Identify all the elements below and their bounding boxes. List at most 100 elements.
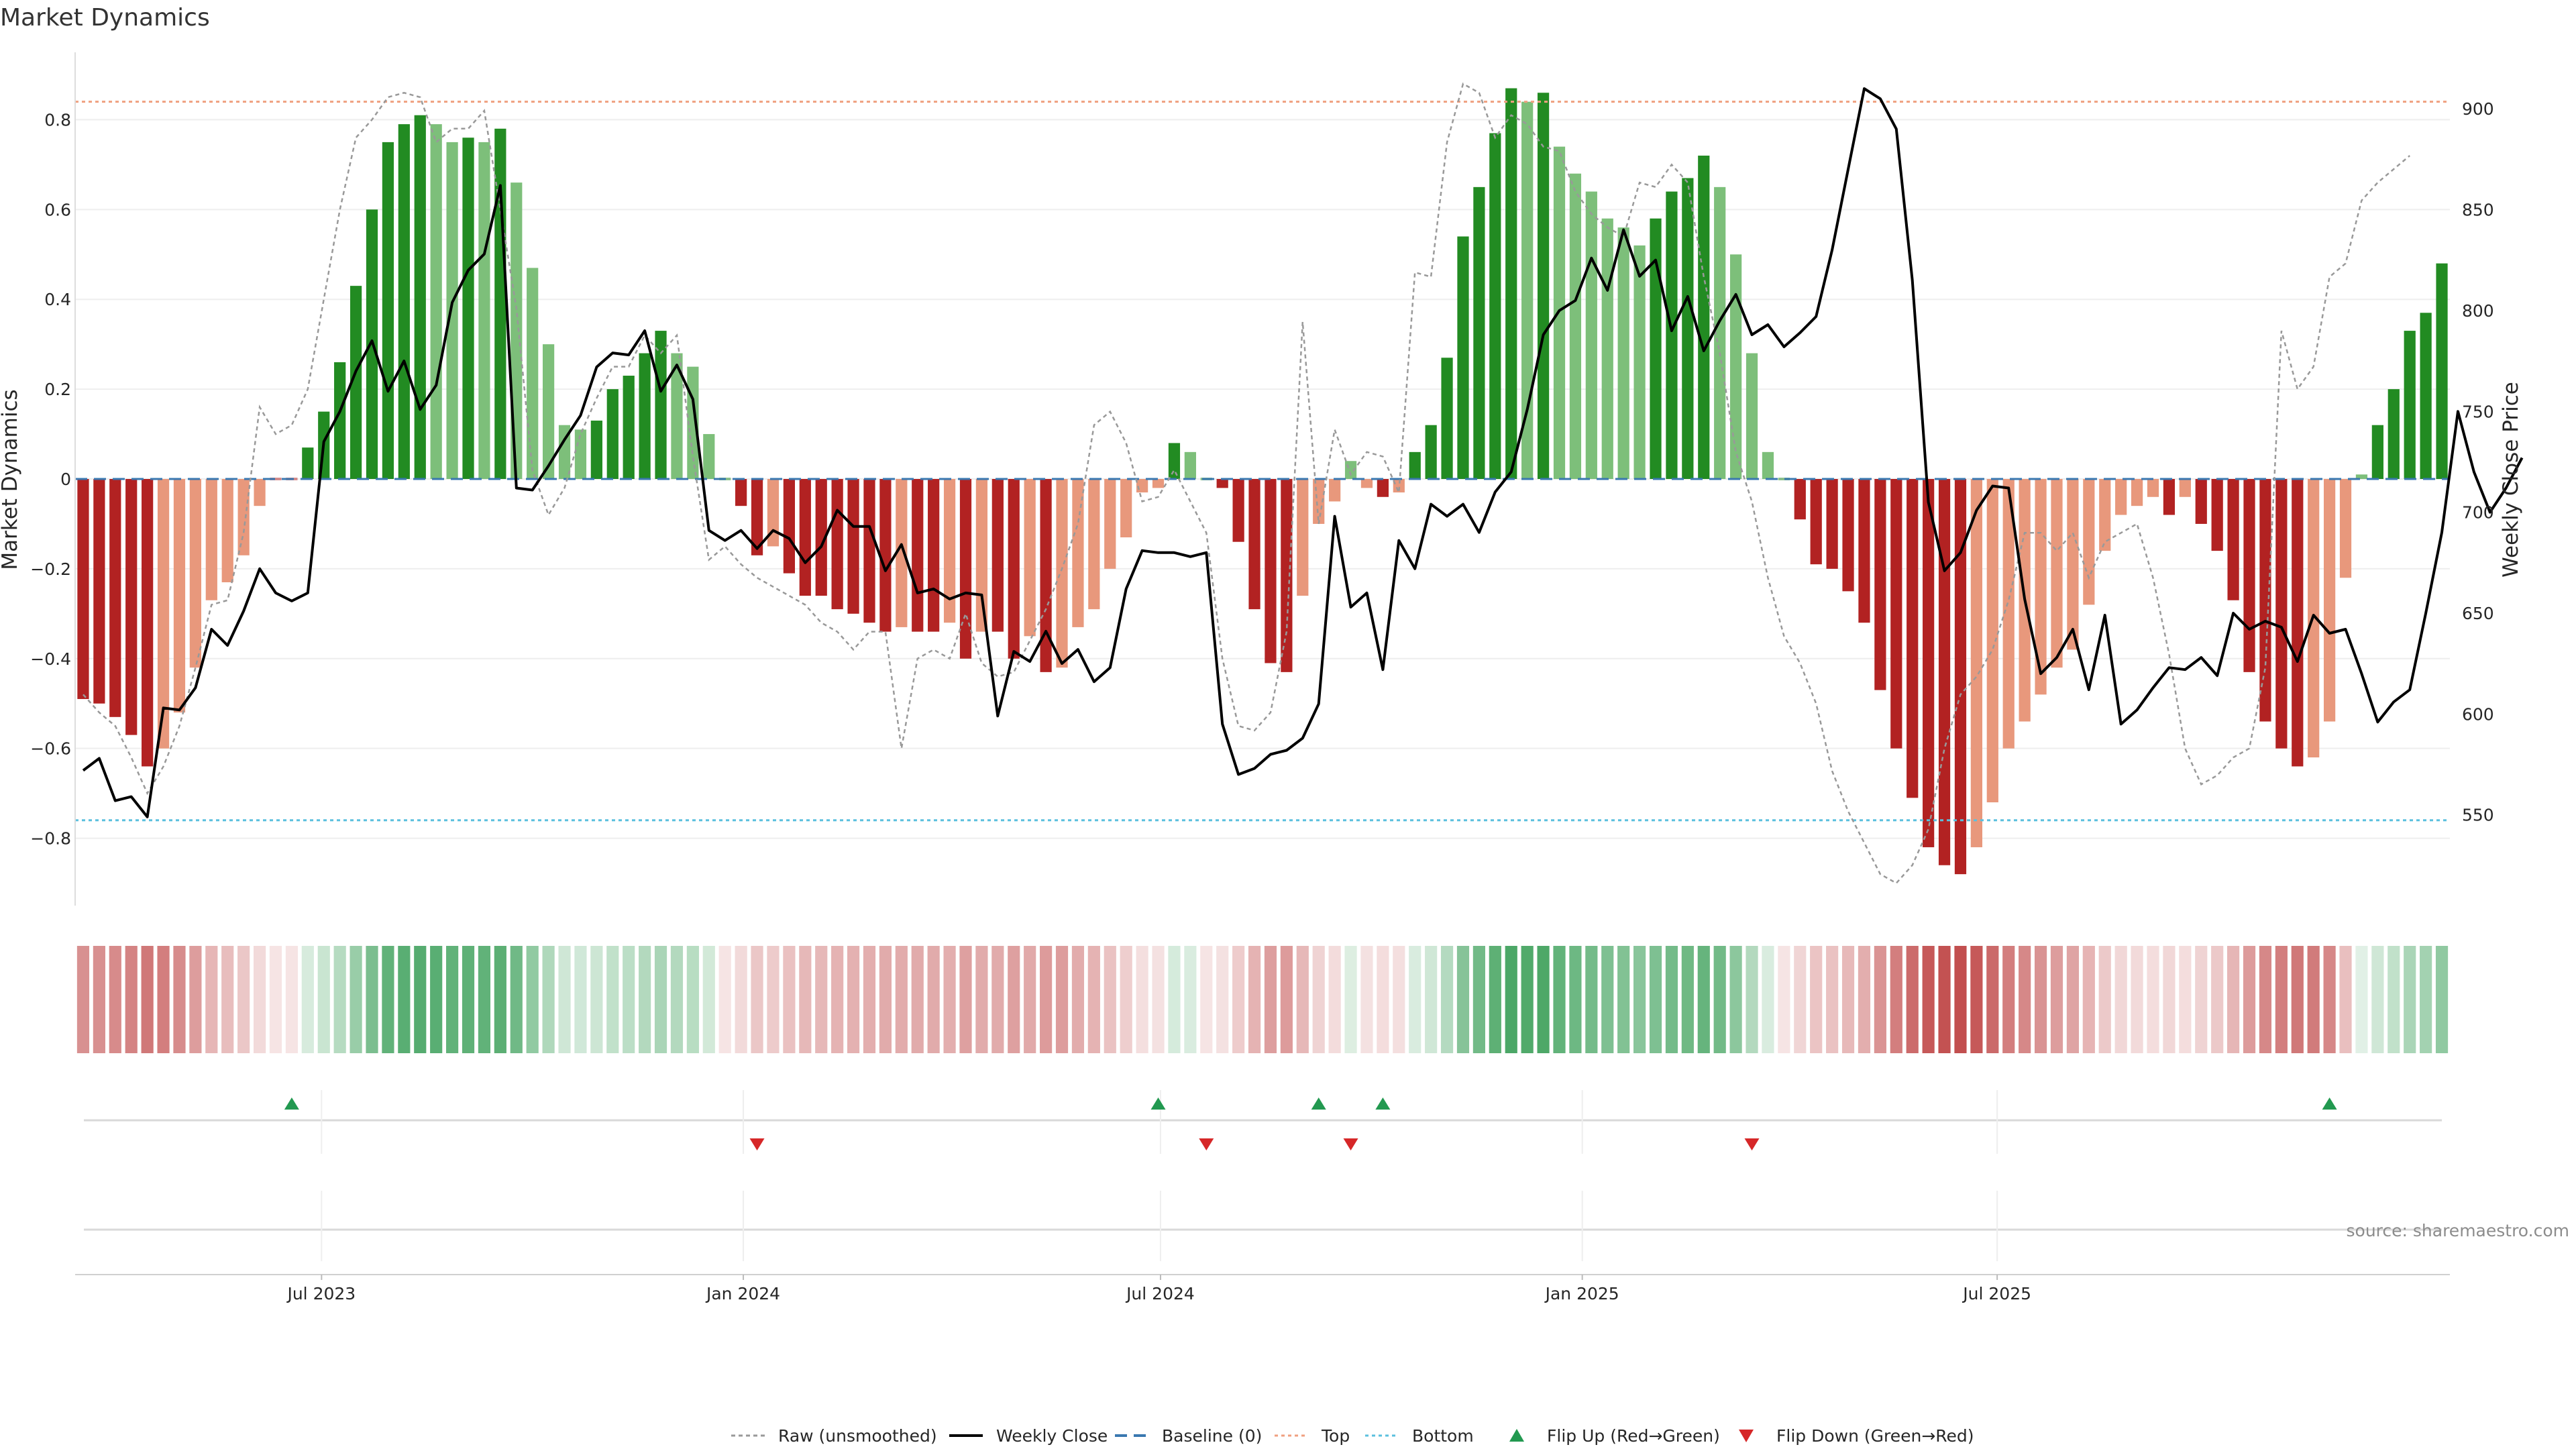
bar (1441, 358, 1453, 479)
bar (1569, 173, 1582, 479)
bar (879, 479, 892, 632)
flip-up-marker (1375, 1097, 1391, 1110)
flip-up-marker (284, 1097, 299, 1110)
bar (350, 286, 362, 479)
heat-cell (2195, 946, 2208, 1053)
bar (1281, 479, 1293, 672)
bar (446, 142, 458, 480)
bar (414, 115, 426, 479)
heat-cell (1746, 946, 1758, 1053)
heat-cell (2323, 946, 2336, 1053)
heat-cell (2387, 946, 2400, 1053)
main-panel: −0.8 −0.6 −0.4 −0.2 0 0.2 0.4 0.6 0.8 550 600 650 7… (0, 52, 2524, 906)
heat-cell (414, 946, 427, 1053)
bar (542, 344, 555, 479)
heat-cell (1152, 946, 1165, 1053)
heat-cell (1553, 946, 1566, 1053)
bar (896, 479, 908, 627)
y2-tick-label: 600 (2462, 704, 2494, 724)
bar (1473, 186, 1485, 479)
legend-label: Flip Down (Green→Red) (1776, 1426, 1974, 1446)
heat-cell (606, 946, 619, 1053)
heat-cell (398, 946, 411, 1053)
bar (1297, 479, 1309, 596)
bar (2211, 479, 2223, 551)
bar (1890, 479, 1902, 749)
legend-label: Weekly Close (996, 1426, 1108, 1446)
bar (799, 479, 811, 596)
bar (1168, 443, 1181, 479)
heat-cell (574, 946, 587, 1053)
heat-cell (1537, 946, 1550, 1053)
heat-cell (1024, 946, 1036, 1053)
bar-series (77, 88, 2448, 875)
bar (639, 353, 651, 479)
flip-markers-panel (75, 1090, 2450, 1275)
heat-cell (783, 946, 796, 1053)
bar (1842, 479, 1854, 592)
legend-label: Flip Up (Red→Green) (1547, 1426, 1720, 1446)
heat-cell (2227, 946, 2240, 1053)
heat-cell (350, 946, 362, 1053)
bar (943, 479, 956, 623)
heat-cell (767, 946, 780, 1053)
heat-cell (1200, 946, 1213, 1053)
bar (1152, 479, 1165, 488)
bar (1521, 101, 1534, 480)
flip-up-marker (1150, 1097, 1166, 1110)
heat-cell (1360, 946, 1373, 1053)
bar (590, 420, 602, 479)
bar (735, 479, 747, 506)
bar (815, 479, 827, 596)
heat-cell (991, 946, 1004, 1053)
heat-cell (1232, 946, 1245, 1053)
bar (1794, 479, 1806, 520)
heat-cell (590, 946, 603, 1053)
heat-cell (173, 946, 186, 1053)
bar (1778, 478, 1790, 480)
heat-cell (1713, 946, 1726, 1053)
chart-title: Market Dynamics (0, 4, 210, 32)
bar (2355, 474, 2368, 479)
bar (205, 479, 217, 600)
heat-cell (1136, 946, 1148, 1053)
heat-cell (269, 946, 282, 1053)
heat-cell (2082, 946, 2095, 1053)
bar (1633, 245, 1646, 479)
heat-cell (1409, 946, 1421, 1053)
heat-cell (494, 946, 506, 1053)
bar (1682, 178, 1694, 479)
heat-cell (2211, 946, 2224, 1053)
bar (1729, 254, 1742, 479)
bar (1248, 479, 1260, 610)
heat-cell (2147, 946, 2159, 1053)
heat-cell (2131, 946, 2143, 1053)
heat-cell (863, 946, 876, 1053)
bar (863, 479, 875, 623)
bar (2035, 479, 2047, 695)
heat-cell (1104, 946, 1116, 1053)
heat-cell (1890, 946, 1902, 1053)
bar (1104, 479, 1116, 569)
bar (1024, 479, 1036, 637)
bar (751, 479, 763, 555)
heat-cell (1456, 946, 1470, 1053)
y-tick-label: 0.4 (44, 290, 71, 309)
heat-cell (639, 946, 651, 1053)
y2-tick-label: 650 (2462, 604, 2494, 623)
y2-tick-label: 850 (2462, 201, 2494, 220)
bar (831, 479, 843, 610)
legend-item: Raw (unsmoothed) (731, 1426, 937, 1446)
bar (2339, 479, 2352, 578)
bar (1040, 479, 1052, 672)
bar (527, 268, 539, 479)
legend-label: Bottom (1412, 1426, 1474, 1446)
heat-cell (301, 946, 314, 1053)
heat-cell (1248, 946, 1261, 1053)
bar (1425, 425, 1437, 479)
heat-cell (670, 946, 684, 1053)
heat-cell (702, 946, 715, 1053)
heat-cell (1826, 946, 1839, 1053)
heat-cell (1874, 946, 1886, 1053)
